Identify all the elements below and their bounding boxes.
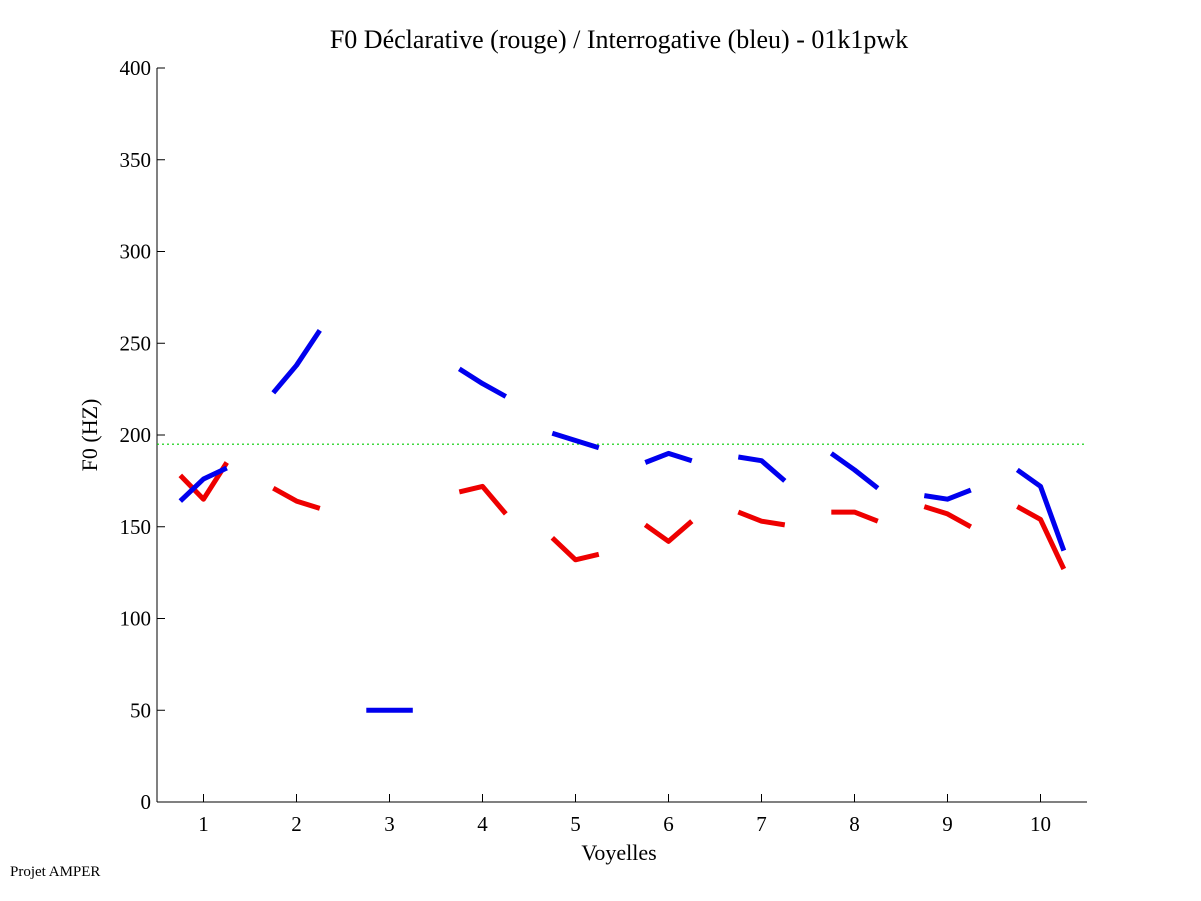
series-dclarative-segment: [1016, 504, 1067, 571]
series-dclarative-segment: [458, 483, 508, 516]
series-dclarative-segment: [643, 519, 694, 544]
series-interrogative-segment: [1015, 467, 1067, 552]
x-tick-label: 2: [291, 812, 302, 836]
y-tick-label: 0: [141, 790, 152, 814]
y-tick-label: 300: [120, 240, 152, 264]
series-interrogative-segment: [737, 454, 787, 483]
series-interrogative-segment: [923, 487, 972, 502]
x-tick-label: 10: [1030, 812, 1051, 836]
series-interrogative-segment: [457, 366, 508, 399]
y-tick-label: 350: [120, 148, 152, 172]
y-tick-label: 100: [120, 607, 152, 631]
series-interrogative-segment: [644, 450, 693, 465]
x-tick-label: 7: [756, 812, 767, 836]
series-interrogative-segment: [178, 465, 228, 503]
y-tick-label: 250: [120, 331, 152, 355]
x-axis-label: Voyelles: [581, 840, 656, 865]
footer-credit: Projet AMPER: [10, 864, 101, 880]
x-tick-label: 9: [942, 812, 953, 836]
y-tick-label: 50: [130, 698, 151, 722]
series-interrogative-segment: [551, 430, 600, 451]
series-dclarative-segment: [737, 509, 786, 528]
series-dclarative-segment: [178, 461, 229, 502]
x-tick-label: 3: [384, 812, 395, 836]
series-interrogative-segment: [829, 451, 880, 491]
series-dclarative-segment: [272, 486, 321, 511]
y-axis-label: F0 (HZ): [77, 399, 102, 472]
y-tick-label: 400: [120, 56, 152, 80]
series-dclarative-segment: [550, 535, 600, 563]
series-dclarative-segment: [923, 504, 973, 529]
series-interrogative-segment: [271, 329, 322, 395]
x-tick-label: 6: [663, 812, 674, 836]
x-tick-label: 1: [198, 812, 209, 836]
y-tick-label: 200: [120, 423, 152, 447]
x-tick-label: 8: [849, 812, 860, 836]
series-dclarative-segment: [831, 509, 879, 524]
chart-title: F0 Déclarative (rouge) / Interrogative (…: [330, 25, 908, 54]
x-tick-label: 5: [570, 812, 581, 836]
x-tick-label: 4: [477, 812, 488, 836]
y-tick-label: 150: [120, 515, 152, 539]
